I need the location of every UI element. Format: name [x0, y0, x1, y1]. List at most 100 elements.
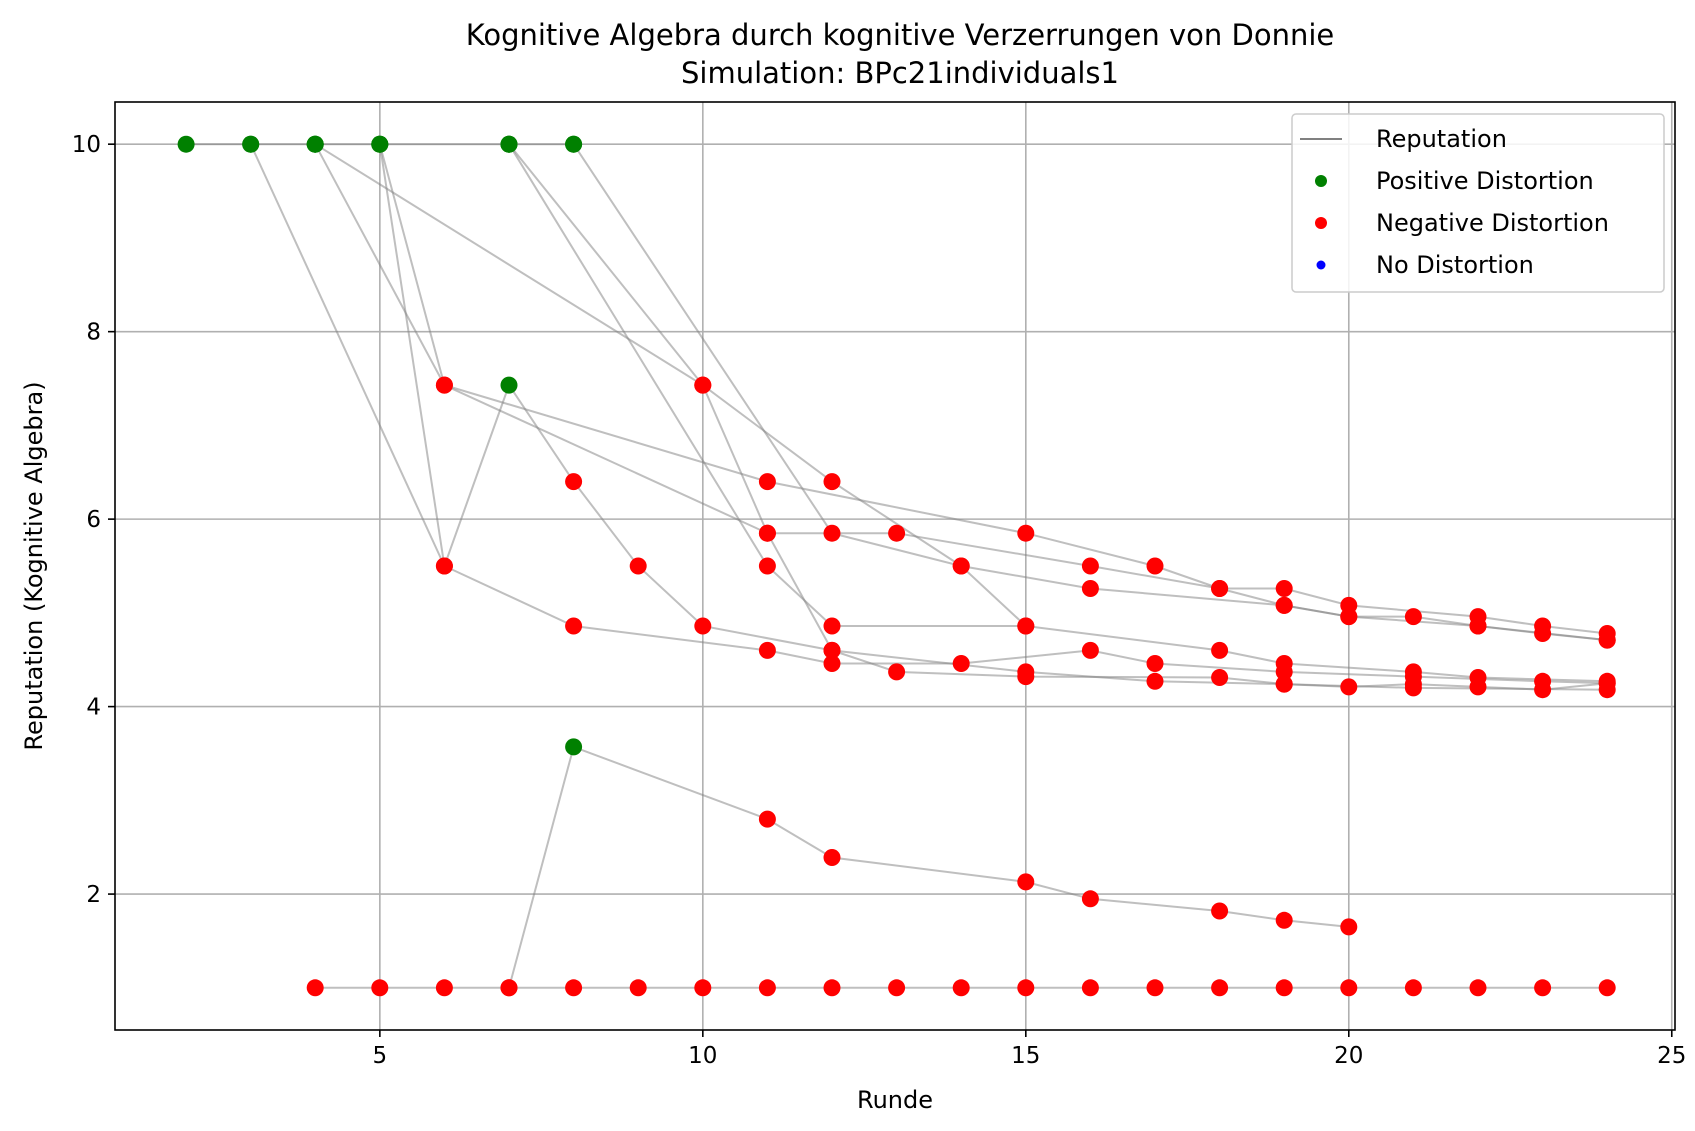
x-tick-label: 10 — [688, 1043, 717, 1069]
data-point-negative — [758, 557, 776, 575]
data-point-negative — [1340, 596, 1358, 614]
data-point-negative — [435, 376, 453, 394]
data-point-negative — [1275, 911, 1293, 929]
data-point-negative — [1146, 672, 1164, 690]
data-point-negative — [629, 979, 647, 997]
data-point-negative — [1340, 918, 1358, 936]
data-point-positive — [306, 135, 324, 153]
data-point-negative — [1598, 979, 1616, 997]
data-point-negative — [1534, 617, 1552, 635]
data-point-negative — [888, 663, 906, 681]
data-point-negative — [1340, 678, 1358, 696]
data-point-negative — [371, 979, 389, 997]
axis-ticks: 5 10 15 20 25 2 4 6 8 10 — [72, 132, 1687, 1069]
data-point-negative — [1017, 617, 1035, 635]
data-point-negative — [1081, 580, 1099, 597]
data-point-negative — [1211, 580, 1229, 597]
data-point-positive — [177, 135, 195, 153]
data-point-negative — [1404, 608, 1422, 626]
data-point-positive — [565, 738, 583, 756]
legend: Reputation Positive Distortion Negative Di… — [1291, 113, 1665, 293]
data-point-negative — [629, 557, 647, 575]
data-point-negative — [1469, 979, 1487, 997]
reputation-line — [572, 143, 1027, 627]
legend-marker-swatch — [1316, 260, 1326, 270]
x-tick-label: 20 — [1334, 1043, 1363, 1069]
chart-subtitle: Simulation: BPc21individuals1 — [681, 56, 1119, 90]
data-point-negative — [1598, 674, 1616, 692]
data-point-negative — [694, 979, 712, 997]
data-point-negative — [1017, 873, 1035, 891]
reputation-line — [378, 144, 1608, 685]
data-point-negative — [1081, 557, 1099, 575]
data-point-negative — [1404, 663, 1422, 681]
legend-label: Positive Distortion — [1376, 167, 1594, 195]
data-point-negative — [823, 524, 841, 542]
data-point-negative — [1146, 557, 1164, 575]
data-point-negative — [1146, 979, 1164, 997]
data-point-negative — [435, 557, 453, 575]
data-point-positive — [242, 135, 260, 153]
data-point-negative — [1017, 524, 1035, 542]
data-point-negative — [823, 473, 841, 491]
data-point-negative — [1598, 625, 1616, 642]
data-point-negative — [758, 473, 776, 491]
data-point-negative — [694, 376, 712, 394]
data-point-negative — [500, 979, 518, 997]
legend-box — [1291, 113, 1665, 293]
data-point-negative — [1404, 675, 1422, 693]
data-point-negative — [1211, 669, 1229, 686]
data-point-negative — [1211, 979, 1229, 997]
data-point-negative — [565, 473, 583, 491]
data-point-negative — [1081, 979, 1099, 997]
data-point-positive — [565, 135, 583, 153]
data-point-negative — [565, 979, 583, 997]
x-tick-label: 5 — [373, 1043, 388, 1069]
data-point-negative — [1017, 979, 1035, 997]
data-point-negative — [1017, 663, 1035, 681]
data-point-negative — [823, 979, 841, 997]
data-point-negative — [823, 641, 841, 659]
data-point-negative — [823, 655, 841, 672]
data-point-negative — [1146, 655, 1164, 672]
legend-label: No Distortion — [1376, 251, 1534, 279]
data-point-negative — [952, 979, 970, 997]
data-point-negative — [1469, 678, 1487, 696]
data-point-negative — [1275, 580, 1293, 597]
y-tick-label: 4 — [86, 695, 101, 721]
data-point-negative — [1275, 655, 1293, 672]
data-point-negative — [758, 524, 776, 542]
data-point-negative — [1534, 681, 1552, 699]
data-point-negative — [1534, 979, 1552, 997]
data-point-negative — [952, 655, 970, 672]
data-point-negative — [758, 810, 776, 828]
data-point-negative — [1211, 902, 1229, 920]
data-point-negative — [694, 617, 712, 635]
data-point-positive — [500, 135, 518, 153]
data-point-negative — [1081, 890, 1099, 908]
data-point-negative — [888, 979, 906, 997]
data-point-negative — [1404, 979, 1422, 997]
data-point-negative — [952, 557, 970, 575]
y-axis-label: Reputation (Kognitive Algebra) — [20, 381, 48, 750]
data-point-negative — [1211, 641, 1229, 659]
data-point-negative — [758, 641, 776, 659]
data-point-negative — [758, 979, 776, 997]
y-tick-label: 6 — [86, 507, 101, 533]
legend-marker-swatch — [1315, 175, 1327, 187]
x-tick-label: 15 — [1011, 1043, 1040, 1069]
plot-frame — [114, 101, 1676, 1031]
legend-label: Negative Distortion — [1376, 209, 1609, 237]
data-point-negative — [565, 617, 583, 635]
data-point-negative — [1340, 979, 1358, 997]
data-point-positive — [500, 376, 518, 394]
data-point-negative — [1275, 675, 1293, 693]
legend-label: Reputation — [1376, 125, 1507, 153]
data-point-negative — [888, 524, 906, 542]
data-point-negative — [306, 979, 324, 997]
legend-marker-swatch — [1315, 217, 1327, 229]
data-point-negative — [823, 849, 841, 866]
data-point-negative — [823, 617, 841, 635]
x-tick-label: 25 — [1657, 1043, 1686, 1069]
